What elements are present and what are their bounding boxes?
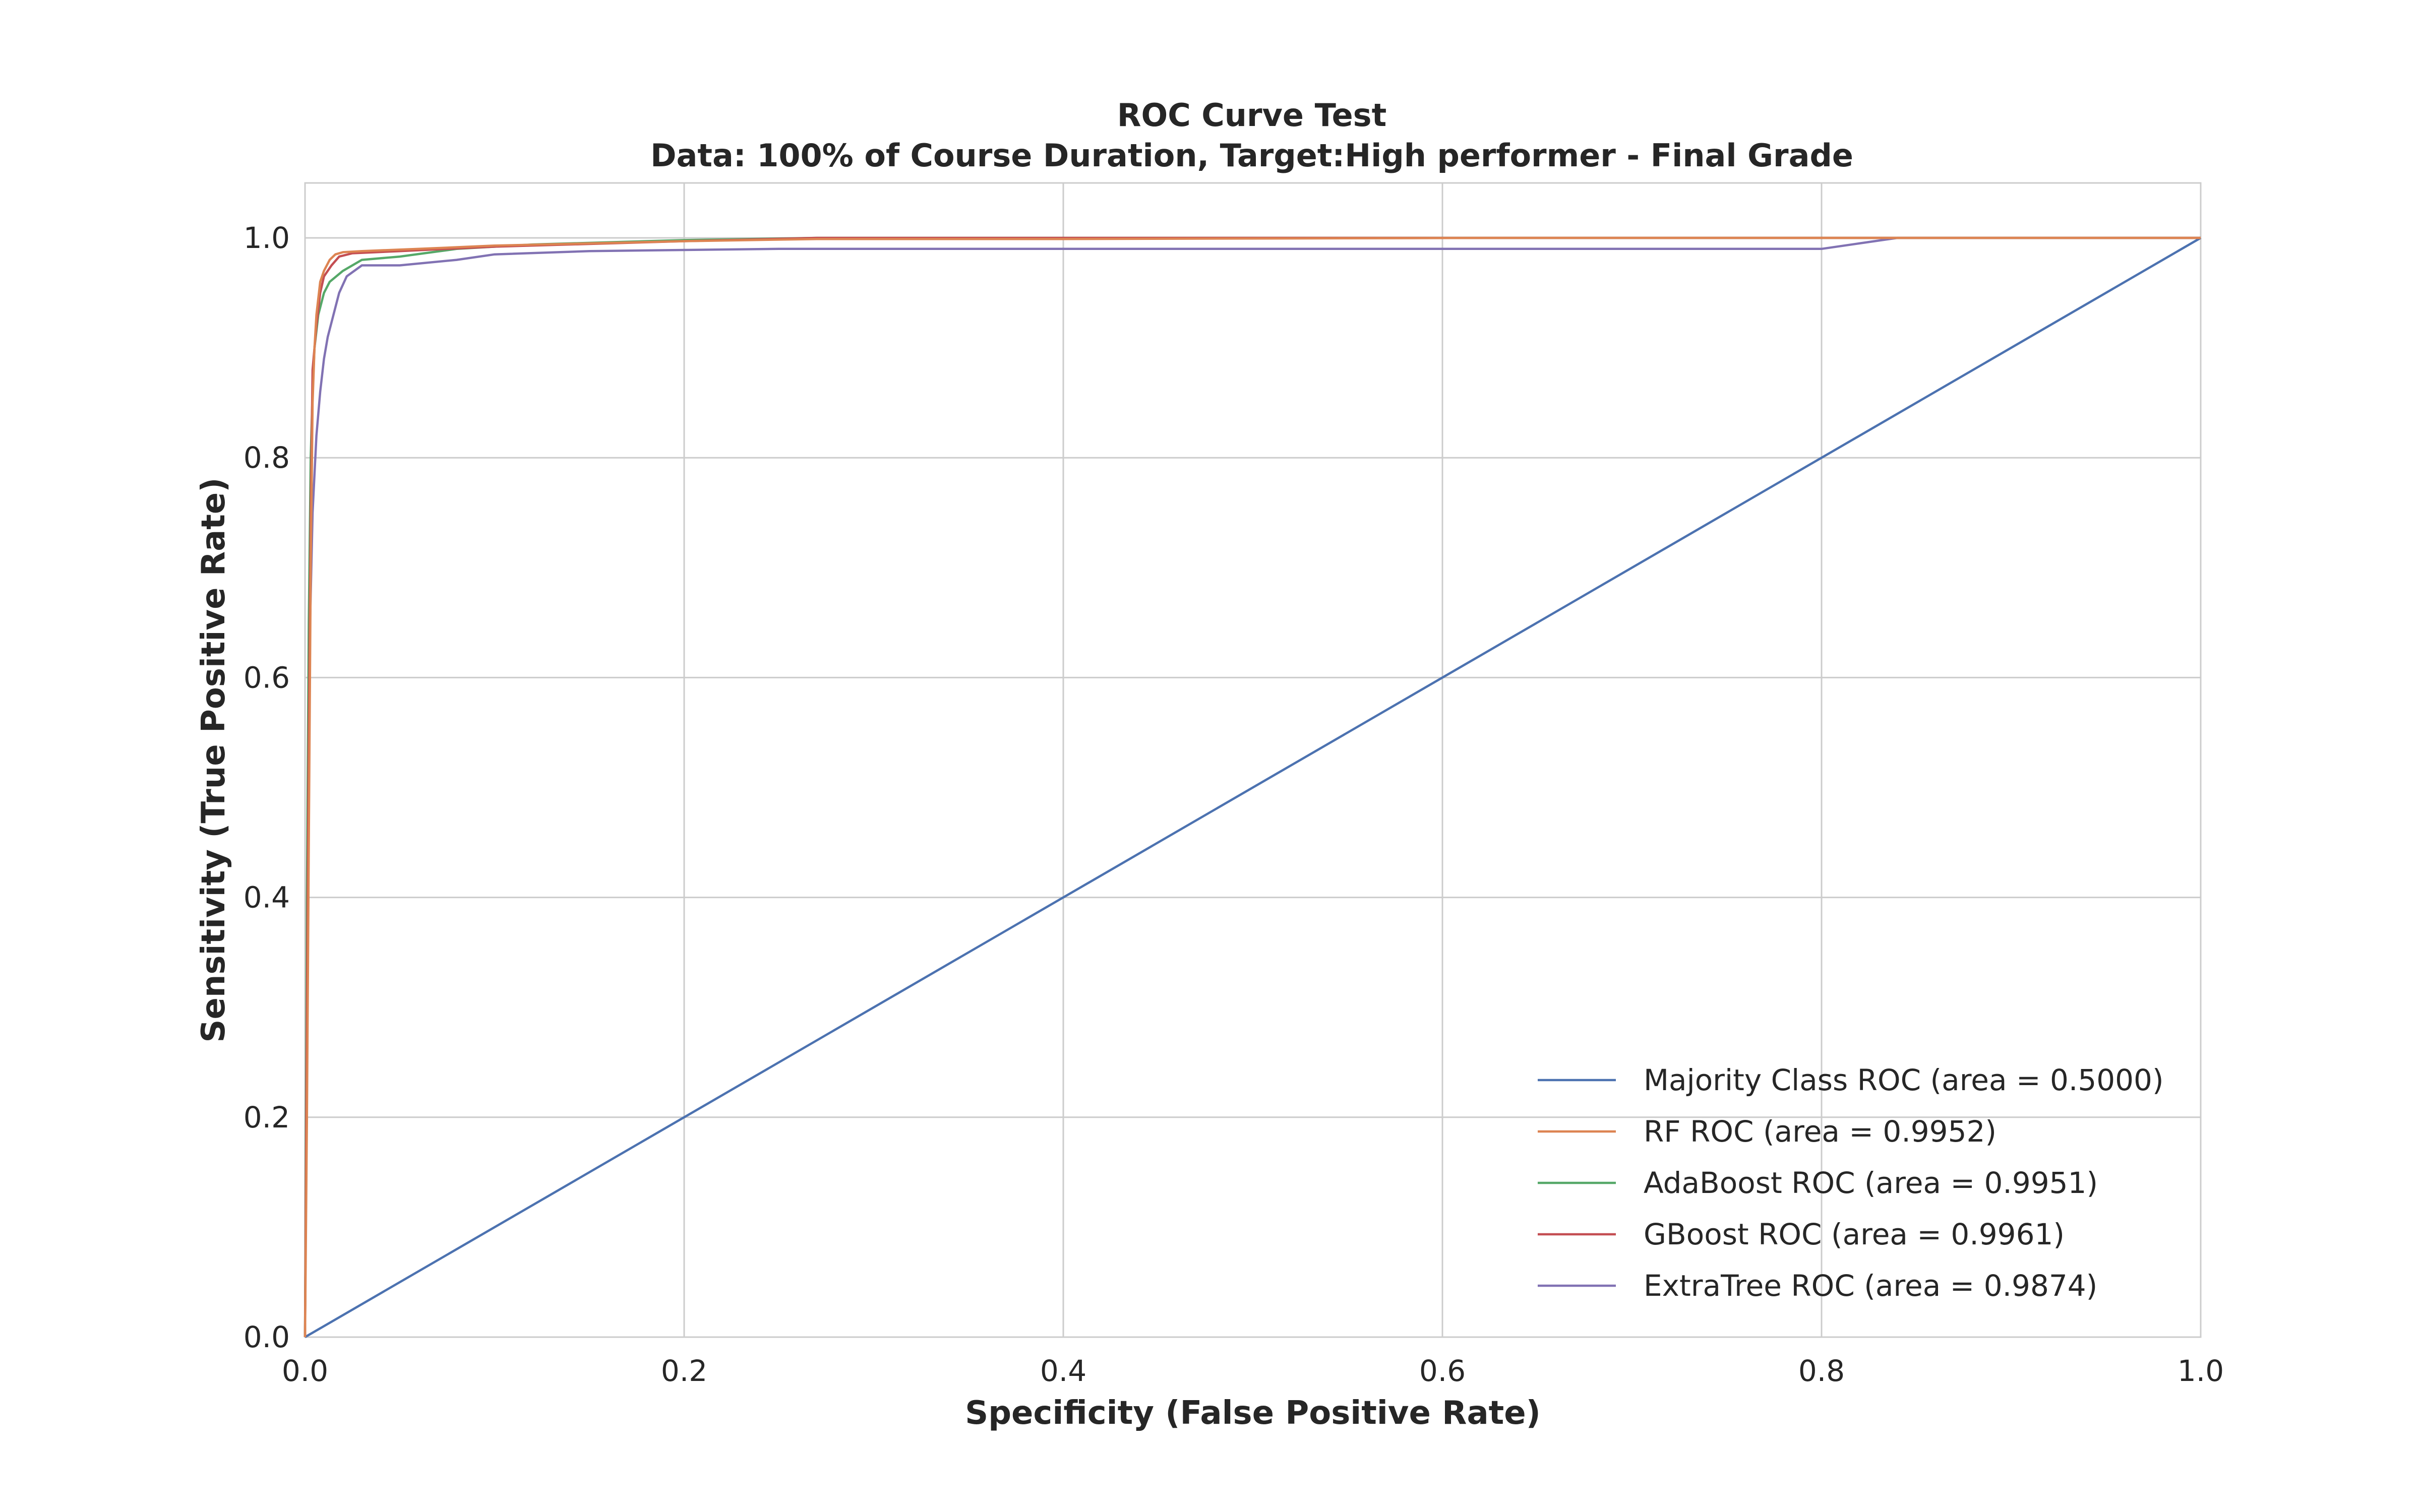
x-tick-label: 0.2 — [661, 1354, 707, 1388]
legend-entry: GBoost ROC (area = 0.9961) — [1644, 1217, 2065, 1251]
y-axis-label: Sensitivity (True Positive Rate) — [195, 477, 232, 1042]
plot-frame — [304, 182, 2202, 1338]
x-tick-label: 0.4 — [1040, 1354, 1086, 1388]
y-tick-label: 0.0 — [244, 1320, 290, 1354]
x-axis-label: Specificity (False Positive Rate) — [965, 1395, 1541, 1432]
series-line-2 — [304, 236, 2201, 1338]
y-tick-label: 1.0 — [244, 221, 290, 255]
grid-layer — [304, 183, 2202, 1338]
legend-entry: RF ROC (area = 0.9952) — [1644, 1114, 1996, 1149]
x-tick-label: 0.8 — [1798, 1354, 1845, 1388]
y-tick-label: 0.6 — [244, 660, 290, 695]
x-tick-label: 1.0 — [2177, 1354, 2224, 1388]
y-tick-label: 0.2 — [244, 1100, 290, 1135]
chart-title: ROC Curve Test — [1117, 97, 1386, 134]
series-layer — [304, 236, 2202, 1338]
chart-subtitle: Data: 100% of Course Duration, Target:Hi… — [650, 137, 1853, 174]
legend-entry: Majority Class ROC (area = 0.5000) — [1644, 1063, 2164, 1097]
y-tick-label: 0.4 — [244, 880, 290, 915]
legend: Majority Class ROC (area = 0.5000) RF ROC… — [1538, 1063, 2164, 1303]
x-tick-label: 0.0 — [282, 1354, 328, 1388]
legend-entry: AdaBoost ROC (area = 0.9951) — [1644, 1166, 2098, 1200]
x-tick-labels: 0.0 0.2 0.4 0.6 0.8 1.0 — [282, 1354, 2224, 1388]
x-tick-label: 0.6 — [1419, 1354, 1466, 1388]
y-tick-labels: 0.0 0.2 0.4 0.6 0.8 1.0 — [244, 221, 290, 1354]
series-line-5 — [304, 236, 2201, 1338]
series-line-1 — [304, 237, 2202, 1338]
y-tick-label: 0.8 — [244, 440, 290, 475]
legend-entry: ExtraTree ROC (area = 0.9874) — [1644, 1269, 2097, 1303]
